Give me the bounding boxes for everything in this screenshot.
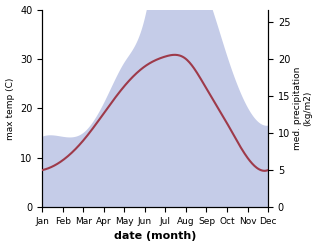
- X-axis label: date (month): date (month): [114, 231, 196, 242]
- Y-axis label: med. precipitation
(kg/m2): med. precipitation (kg/m2): [293, 67, 313, 150]
- Y-axis label: max temp (C): max temp (C): [5, 77, 15, 140]
